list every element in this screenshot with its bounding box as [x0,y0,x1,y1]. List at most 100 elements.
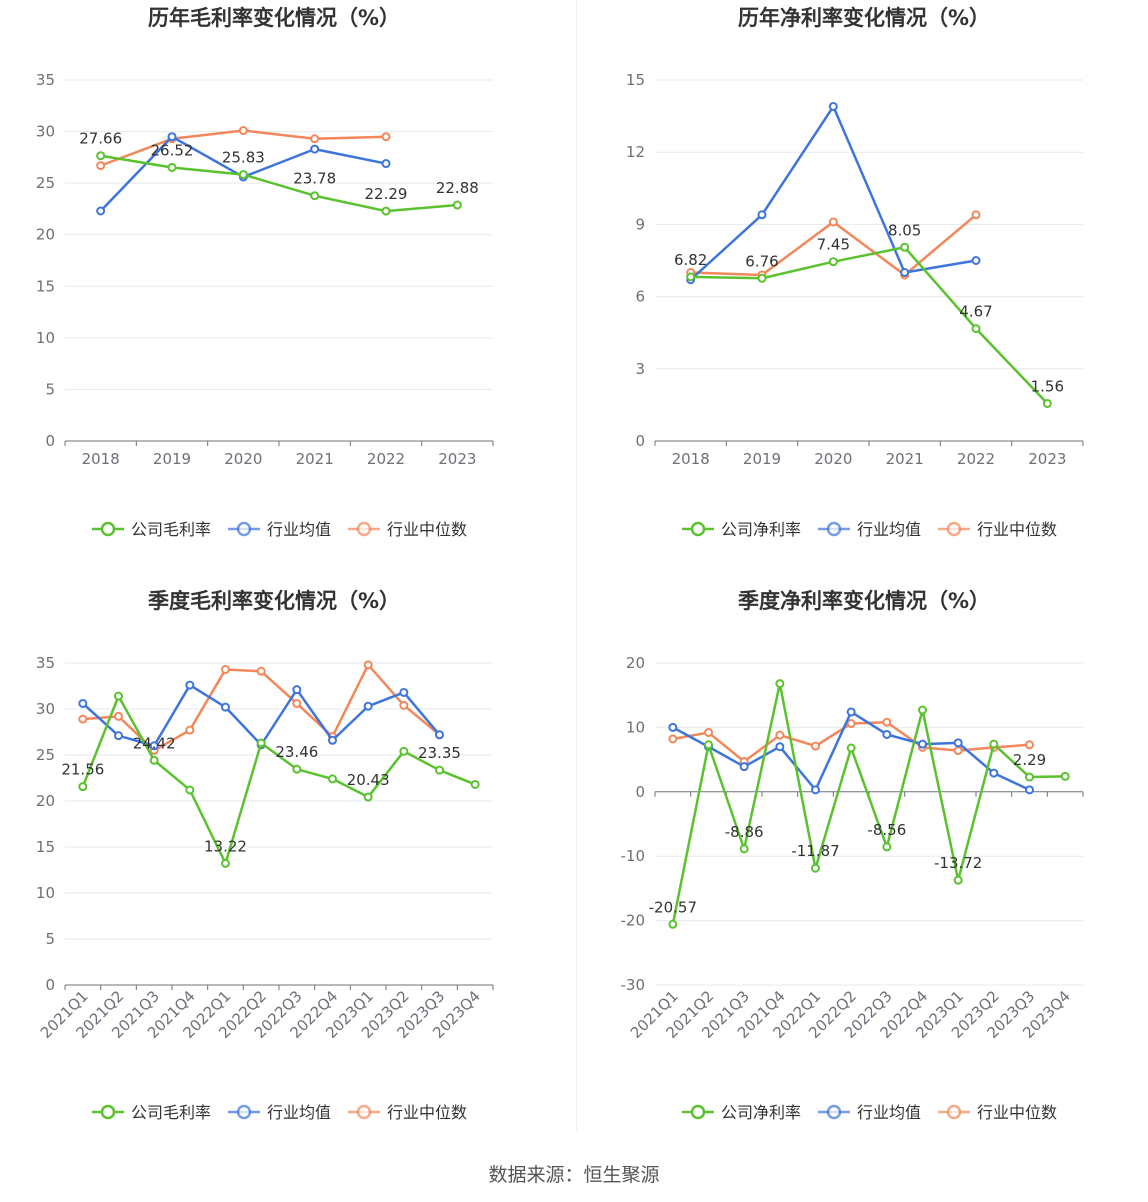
company-point [256,738,266,748]
y-tick-label: 25 [36,174,55,192]
x-tick-label: 2019 [153,450,191,468]
industry-average-line [689,105,977,281]
company-point [96,151,106,161]
x-tick-label: 2020 [224,450,262,468]
data-label: 1.56 [1031,377,1064,395]
y-tick-label: 0 [45,432,55,450]
legend-company-marker [690,521,706,537]
legend-industry-median-label: 行业中位数 [387,1103,467,1122]
industry-average-point [668,722,678,732]
industry-average-point [739,762,749,772]
company-point [78,782,88,792]
industry-median-point [96,161,106,171]
company-point [1060,771,1070,781]
y-tick-label: 0 [635,783,645,801]
company-point [292,764,302,774]
legend-industry-median-label: 行业中位数 [977,520,1057,539]
company-point [114,691,123,701]
x-tick-label: 2022 [367,450,405,468]
legend-company-marker [100,1104,116,1120]
data-label: 6.76 [745,252,778,270]
y-tick-label: 12 [626,143,645,161]
industry-average-point [757,210,767,220]
industry-average-point [328,735,337,745]
chart-title: 季度毛利率变化情况（%） [148,589,400,613]
industry-median-point [185,725,195,735]
industry-average-point [399,687,409,697]
panel-divider [576,0,577,1130]
legend-industry-average-marker [236,521,252,537]
industry-average-point [918,739,927,749]
x-tick-label: 2021 [886,450,924,468]
y-tick-label: 15 [36,277,55,295]
industry-average-point [310,144,320,154]
industry-average-point [167,132,177,142]
industry-average-point [78,698,88,708]
industry-median-point [310,134,320,144]
data-label: -13.72 [934,854,982,872]
data-label: 22.88 [436,179,479,197]
industry-median-point [704,728,713,738]
data-label: 26.52 [151,141,194,159]
y-tick-label: 20 [36,226,55,244]
company-line [671,682,1066,925]
y-tick-label: 25 [36,746,55,764]
industry-median-point [114,711,123,721]
data-label: 2.29 [1013,751,1046,769]
data-label: 23.35 [418,744,461,762]
data-label: 8.05 [888,221,921,239]
data-label: 22.29 [365,185,408,203]
chart-annual-net-margin: 历年净利率变化情况（%） 0 3 6 9 12 15 2018 2019 2020 2021 2022… [590,0,1148,583]
industry-median-point [256,666,266,676]
x-tick-label: 2018 [82,450,120,468]
company-point [1042,398,1052,408]
industry-average-point [1025,785,1034,795]
data-source-note: 数据来源：恒生聚源 [488,1164,660,1186]
company-line [100,154,458,213]
company-point [328,774,337,784]
legend-industry-average-label: 行业均值 [267,1103,331,1122]
company-point [846,743,856,753]
industry-average-point [363,701,373,711]
x-tick-label: 2023 [438,450,476,468]
company-point [811,863,820,873]
legend-company-label: 公司净利率 [721,1103,801,1122]
data-label: 23.78 [293,170,336,188]
industry-median-point [828,217,838,227]
company-point [185,785,195,795]
y-tick-label: 20 [626,654,645,672]
company-point [399,746,409,756]
y-tick-label: 30 [36,123,55,141]
industry-median-point [238,126,248,136]
data-label: 7.45 [817,236,850,254]
company-point [900,242,910,252]
industry-median-point [953,746,963,756]
legend-company-marker [100,521,116,537]
legend-industry-average-label: 行业均值 [267,520,331,539]
legend-company-label: 公司毛利率 [131,1103,211,1122]
company-point [775,679,785,689]
x-tick-label: 2023 [1028,450,1066,468]
data-label: 21.56 [61,761,104,779]
industry-median-point [971,210,981,220]
company-point [470,779,480,789]
company-point [953,875,963,885]
y-tick-label: -10 [621,847,646,865]
company-point [452,200,462,210]
y-tick-label: 10 [36,884,55,902]
data-label: -20.57 [649,898,697,916]
company-point [381,206,391,216]
industry-median-point [668,734,678,744]
legend-company-label: 公司毛利率 [131,520,211,539]
legend-industry-average-marker [826,521,842,537]
legend-company-label: 公司净利率 [721,520,801,539]
data-label: 4.67 [959,303,992,321]
industry-average-point [828,101,838,111]
industry-average-point [989,768,999,778]
chart-title: 历年毛利率变化情况（%） [148,6,400,30]
legend-industry-average-marker [236,1104,252,1120]
company-point [668,919,678,929]
y-tick-label: 35 [36,71,55,89]
company-line [81,694,476,865]
y-tick-label: 5 [45,380,55,398]
